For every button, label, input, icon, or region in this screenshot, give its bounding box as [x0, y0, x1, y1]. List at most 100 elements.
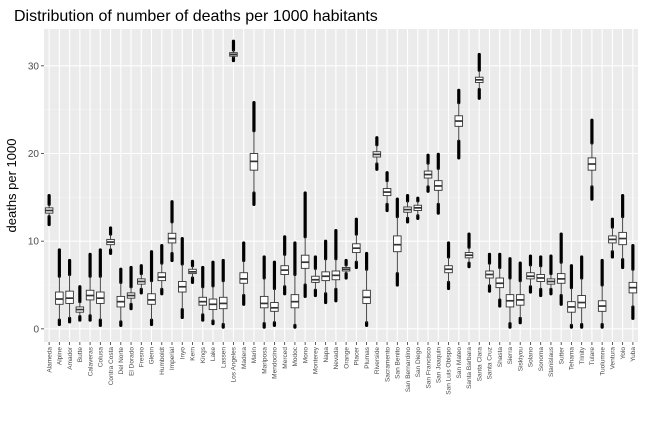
box-kings: [198, 265, 207, 322]
x-tick-label: Alameda: [46, 347, 53, 373]
box-iqr: [577, 295, 586, 309]
box-san-diego: [413, 196, 423, 220]
box-glenn: [147, 250, 156, 327]
box-sonoma: [536, 255, 545, 298]
x-tick-label: Yuba: [630, 347, 637, 362]
x-tick-label: Santa Barbara: [466, 347, 473, 389]
box-mariposa: [259, 255, 269, 329]
x-tick-label: San Diego: [415, 347, 422, 378]
box-iqr: [259, 295, 269, 309]
x-tick-label: Solano: [528, 347, 535, 368]
x-tick-label: Los Angeles: [231, 346, 238, 382]
box-orange: [341, 258, 351, 280]
box-tehama: [567, 264, 576, 329]
x-tick-label: Tuolumne: [599, 347, 606, 376]
x-tick-label: Mendocino: [272, 347, 279, 379]
x-tick-label: Santa Cruz: [487, 347, 494, 380]
x-tick-label: San Bernardino: [405, 347, 412, 393]
box-iqr: [239, 272, 248, 284]
box-shasta: [495, 252, 504, 308]
x-tick-label: Amador: [67, 346, 74, 370]
box-yolo: [618, 193, 627, 270]
box-iqr: [55, 291, 64, 305]
x-tick-label: San Francisco: [425, 347, 432, 389]
box-trinity: [577, 255, 586, 329]
x-tick-label: Siskiyou: [517, 347, 524, 372]
x-tick-label: Calaveras: [87, 346, 94, 376]
x-tick-label: San Luis Obispo: [446, 347, 453, 395]
x-axis: Alameda Alpine Amador Butte Calaveras Colusa C…: [46, 342, 637, 395]
x-tick-label: Mono: [302, 347, 309, 364]
box-monterey: [311, 255, 320, 298]
box-san-mateo: [454, 88, 464, 160]
x-tick-label: Kings: [200, 346, 207, 363]
x-tick-label: Trinity: [579, 346, 586, 364]
x-tick-label: San Benito: [395, 347, 402, 379]
x-tick-label: Tehama: [569, 347, 576, 371]
x-tick-label: Butte: [77, 347, 84, 363]
x-tick-label: Mariposa: [261, 347, 268, 374]
x-tick-label: Sonoma: [538, 347, 545, 372]
x-tick-label: Lassen: [220, 347, 227, 368]
x-tick-label: Alpine: [57, 347, 64, 365]
box-santa-clara: [475, 52, 484, 100]
box-san-bernardino: [403, 193, 412, 224]
box-kern: [188, 259, 197, 284]
x-tick-label: Modoc: [292, 346, 299, 366]
box-ventura: [608, 217, 617, 259]
box-marin: [249, 101, 259, 206]
box-colusa: [96, 248, 105, 327]
y-tick-label: 10: [28, 237, 40, 248]
x-tick-label: Napa: [323, 347, 330, 363]
box-humboldt: [157, 243, 167, 296]
box-nevada: [331, 229, 341, 303]
box-stanislaus: [546, 254, 556, 296]
box-modoc: [290, 241, 300, 329]
x-tick-label: Colusa: [98, 347, 105, 368]
x-tick-label: Del Norte: [118, 347, 125, 375]
box-amador: [65, 258, 74, 324]
box-fresno: [137, 264, 146, 295]
x-tick-label: Kern: [190, 347, 197, 361]
x-tick-label: Sutter: [558, 346, 565, 364]
x-tick-label: El Dorado: [128, 347, 135, 376]
y-tick-label: 0: [33, 324, 39, 335]
box-san-joaquin: [434, 152, 443, 215]
x-tick-label: Inyo: [179, 347, 186, 360]
box-alpine: [55, 248, 64, 327]
box-sutter: [556, 232, 566, 306]
box-imperial: [167, 200, 177, 263]
box-mendocino: [270, 260, 279, 327]
box-calaveras: [85, 252, 95, 322]
y-tick-label: 30: [28, 61, 40, 72]
box-iqr: [393, 235, 402, 253]
box-butte: [75, 285, 85, 322]
box-placer: [352, 217, 361, 270]
box-iqr: [147, 293, 156, 305]
box-yuba: [628, 243, 638, 320]
x-tick-label: Fresno: [138, 347, 145, 368]
box-santa-barbara: [464, 232, 474, 269]
box-iqr: [65, 290, 74, 304]
box-san-francisco: [423, 153, 433, 193]
x-tick-label: Plumas: [364, 346, 371, 368]
x-tick-label: Lake: [210, 347, 217, 361]
x-tick-label: Santa Clara: [476, 347, 483, 382]
x-tick-label: Shasta: [497, 347, 504, 368]
box-tulare: [587, 118, 597, 201]
box-napa: [321, 239, 330, 305]
y-tick-label: 20: [28, 149, 40, 160]
x-tick-label: Humboldt: [159, 347, 166, 375]
box-riverside: [372, 136, 382, 171]
x-tick-label: Riverside: [374, 347, 381, 374]
box-alameda: [44, 193, 54, 227]
box-san-benito: [393, 197, 402, 287]
plot-panel: [44, 29, 638, 342]
x-tick-label: Marin: [251, 347, 258, 364]
box-mono: [300, 191, 310, 299]
x-tick-label: San Joaquin: [435, 347, 442, 384]
x-tick-label: Yolo: [620, 347, 627, 360]
y-axis: 0 10 20 30: [28, 61, 44, 335]
x-tick-label: Glenn: [149, 347, 156, 365]
